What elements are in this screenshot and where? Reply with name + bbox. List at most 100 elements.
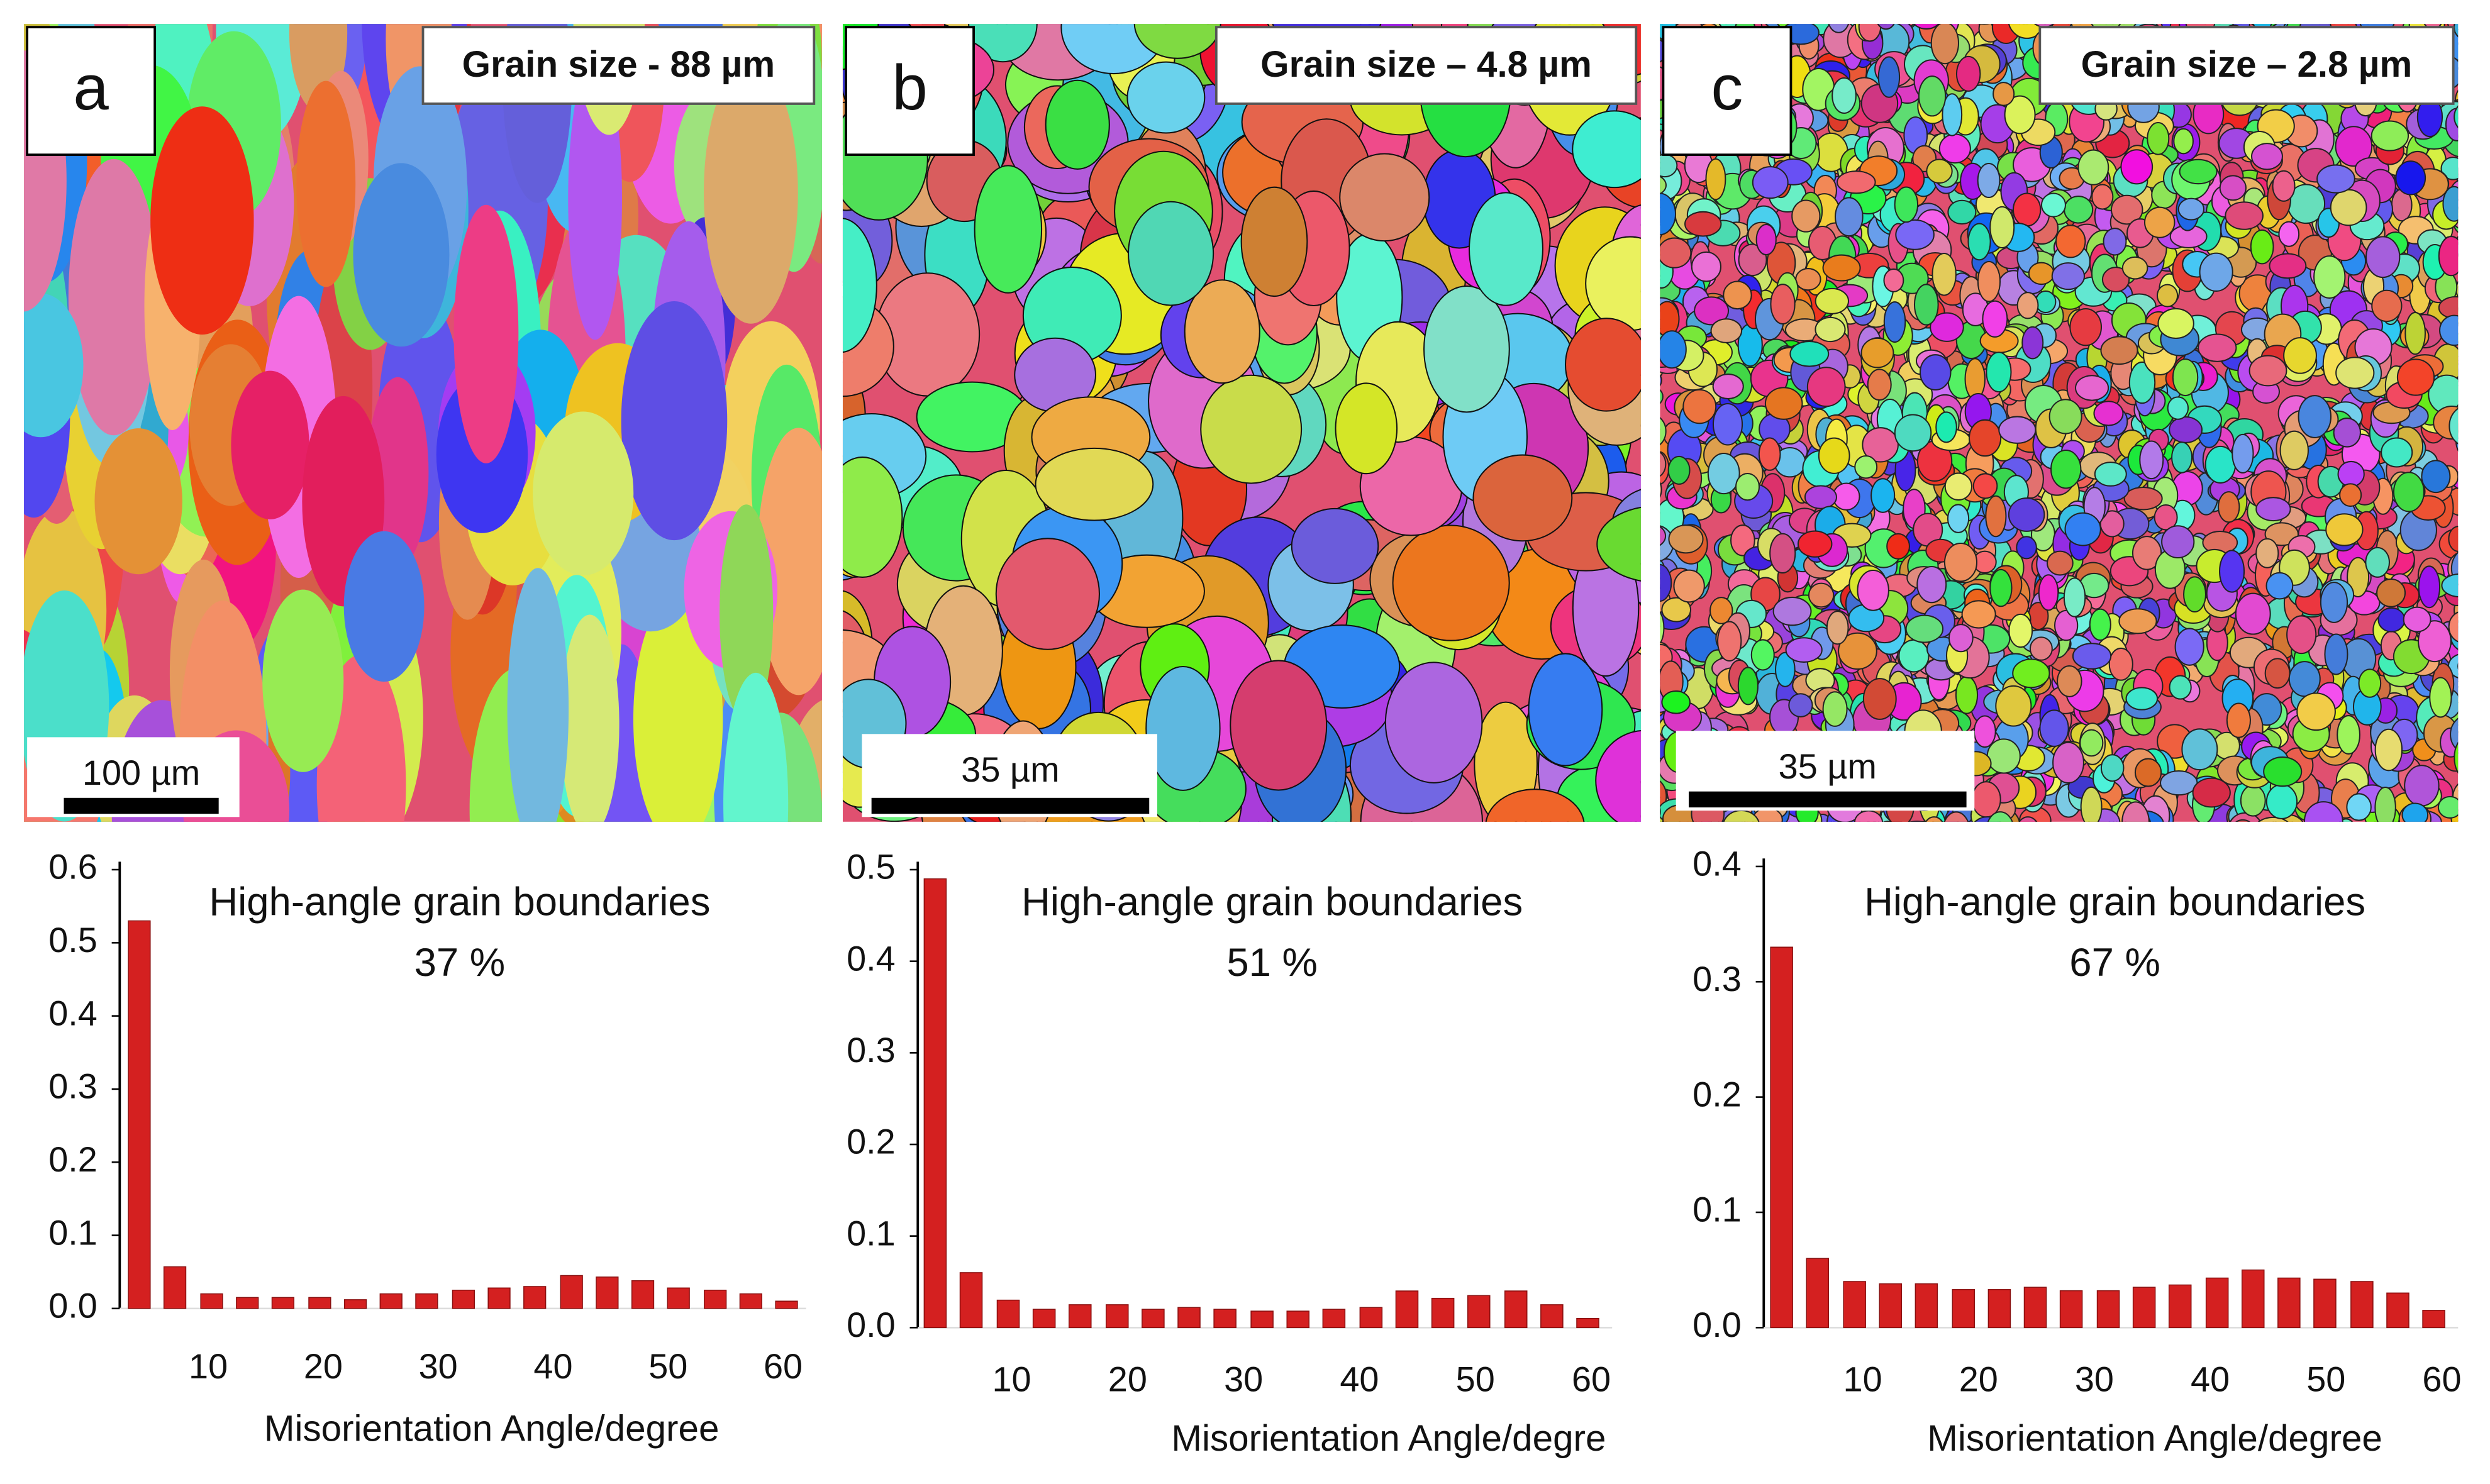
grain [1750,639,1775,671]
grain [2376,578,2406,607]
grain [1905,614,1944,643]
bar [1806,1258,1830,1329]
grain [2134,758,2162,787]
grain [2265,572,2294,600]
bar [560,1275,583,1309]
bar [2023,1287,2047,1329]
grain [2167,396,2189,420]
x-axis-label: Misorientation Angle/degree [264,1409,720,1449]
grain [2123,486,2163,511]
grain [2272,170,2296,202]
grain [1977,24,1991,25]
grain [2110,194,2143,225]
grain [2094,462,2127,487]
grain [1660,374,1662,387]
grain [1913,284,1939,326]
grain [2181,728,2218,771]
bar [1879,1283,1903,1329]
grain [2121,801,2150,822]
grain [1943,542,1978,582]
grain [1998,416,2037,444]
x-tick-label: 40 [533,1346,572,1386]
grain [2118,608,2157,634]
grain [1993,82,2015,106]
grain [1660,237,1692,269]
grain [2423,24,2442,30]
x-tick-label: 20 [304,1346,343,1386]
grain [1867,368,1892,401]
grain [2455,430,2459,452]
grain [2172,358,2199,397]
bar [1322,1309,1346,1329]
y-tick-label: 0.3 [48,1066,97,1106]
grain [2012,658,2050,689]
bar [1177,1307,1201,1329]
bar [1105,1304,1129,1329]
grain [2269,253,2307,279]
grain [2461,382,2483,414]
grain [1989,206,2015,249]
grain [2403,606,2432,633]
scale-bar-label: 35 µm [1779,746,1877,786]
grain [1717,621,1742,662]
grain [1944,472,1973,501]
grain [1883,301,1906,343]
grain [2054,609,2079,641]
x-tick-label: 50 [1456,1359,1495,1398]
grain [1778,824,1801,846]
grain [2156,284,2179,307]
y-tick-label: 0.0 [48,1286,97,1326]
grain [1765,24,1782,29]
grain [2366,24,2387,28]
grain [68,158,160,436]
grain [1938,133,1971,164]
grain [1595,730,1641,822]
grain [2371,120,2409,152]
grain [1565,318,1641,412]
bar [1915,1283,1938,1329]
grain [1694,296,1730,326]
bar [2313,1278,2337,1329]
grain [2219,550,2245,593]
y-tick-label: 0.4 [847,938,896,978]
panel-label-box [1662,26,1792,157]
grain [1973,715,1996,748]
grain [2206,824,2242,848]
grain-size-box [2038,26,2455,105]
grain [2396,358,2435,396]
bar [2168,1284,2192,1329]
grain [2052,741,2084,784]
grain [1860,24,1884,27]
grain [2448,407,2459,445]
grain [2226,818,2243,822]
grain [1815,316,1846,343]
grain [2091,184,2114,210]
grain [1930,24,1959,65]
grain [1737,667,1759,706]
grain [2264,658,2291,689]
grain [2255,497,2291,522]
grain [2008,497,2045,532]
grain [1972,473,1998,499]
grain [2072,643,2112,670]
grain [1757,820,1772,822]
grain [2371,289,2403,323]
bar [1987,1289,2011,1329]
grain [2086,0,2111,21]
grain [2160,770,2198,796]
grain [2219,175,2247,201]
grain [2038,574,2059,611]
grain [2320,582,2348,623]
grain [1668,524,1704,554]
grain [1971,781,2001,818]
grain [1133,24,1221,59]
grain [2442,186,2459,222]
grain [2346,793,2372,821]
x-tick-label: 30 [2075,1359,2114,1398]
x-tick-label: 60 [1572,1359,1611,1398]
grain [1472,454,1573,542]
grain [1291,507,1379,584]
grain [1808,582,1835,608]
grain [1758,437,1781,471]
grain [2026,0,2053,21]
